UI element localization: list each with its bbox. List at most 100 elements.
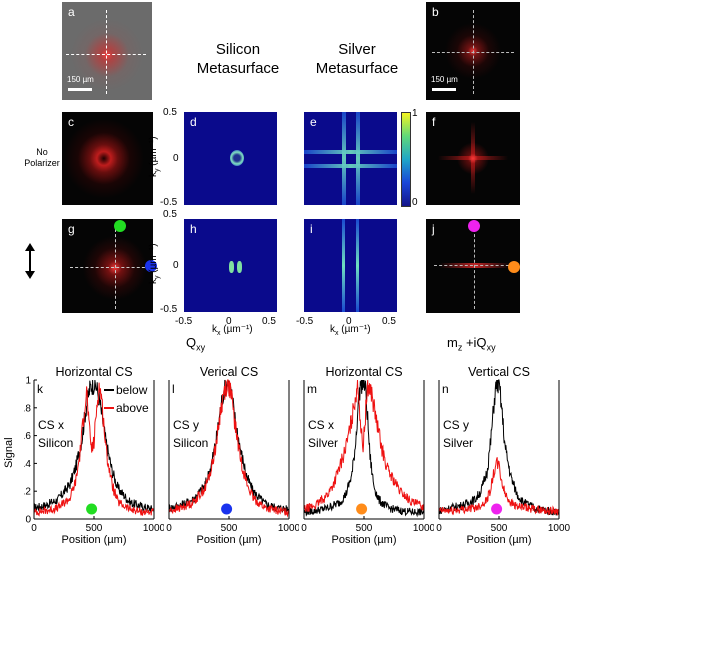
- magenta-marker-dot: [468, 220, 480, 232]
- green-marker-dot: [86, 503, 98, 515]
- panel-j-image: j: [426, 219, 520, 313]
- scale-bar-label: 150 µm: [67, 75, 94, 84]
- series-above-line: [33, 382, 155, 517]
- signal-y-axis-label: Signal: [3, 437, 15, 468]
- crosshair-horizontal: [70, 267, 150, 268]
- x-tick-label: 1000: [413, 523, 434, 534]
- panel-k-label: k: [37, 382, 44, 396]
- x-axis-label: Position (µm): [331, 534, 396, 546]
- x-tick-label: 500: [356, 523, 373, 534]
- kspace-vertical-line-2: [356, 219, 359, 312]
- y-tick-label: 1: [25, 376, 31, 387]
- colorbar-tick-min: 0: [412, 197, 418, 208]
- series-above-line: [438, 457, 560, 516]
- crosshair-horizontal: [434, 265, 514, 266]
- panel-c-image: c: [62, 112, 153, 205]
- crosshair-horizontal: [432, 52, 514, 53]
- kspace-horizontal-line-1: [304, 150, 397, 154]
- scale-bar-label: 150 µm: [431, 75, 458, 84]
- chart-title: Verical CS: [200, 365, 258, 379]
- header-silicon-metasurface: Silicon Metasurface: [196, 41, 280, 77]
- series-above-line: [168, 379, 290, 518]
- panel-n-label: n: [442, 382, 449, 396]
- x-axis-label: Position (µm): [61, 534, 126, 546]
- panel-h-label: h: [190, 222, 197, 236]
- y-tick-label: 0.6: [24, 431, 31, 442]
- x-tick-label: 500: [221, 523, 238, 534]
- panel-j-label: j: [432, 222, 435, 236]
- panel-e-label: e: [310, 115, 317, 129]
- kx-tick-zero: 0: [226, 316, 232, 327]
- mz-plus-sub: xy: [486, 342, 496, 353]
- scale-bar: [68, 88, 92, 91]
- no-polarizer-label: No Polarizer: [24, 147, 60, 168]
- header-silver-metasurface: Silver Metasurface: [315, 41, 399, 77]
- beam-spot: [62, 2, 152, 100]
- kx-tick-left: -0.5: [296, 316, 314, 327]
- y-tick-label: 0.4: [24, 459, 31, 470]
- blue-marker-dot: [221, 503, 233, 515]
- ky-axis-label: ky (µm⁻¹): [148, 243, 161, 284]
- x-tick-label: 1000: [143, 523, 164, 534]
- x-tick-label: 0: [166, 523, 172, 534]
- ky-tick-top: 0.5: [163, 209, 177, 220]
- ky-tick-bottom: -0.5: [160, 197, 178, 208]
- chart-annotation: CS y: [443, 418, 469, 432]
- chart-title: Horizontal CS: [325, 365, 402, 379]
- crosshair-vertical: [106, 10, 107, 94]
- legend-label-above: above: [116, 401, 149, 415]
- panel-i-label: i: [310, 222, 313, 236]
- x-tick-label: 500: [491, 523, 508, 534]
- kx-tick-right: 0.5: [262, 316, 276, 327]
- crosshair-vertical: [115, 229, 116, 309]
- x-tick-label: 0: [436, 523, 442, 534]
- kx-tick-zero: 0: [346, 316, 352, 327]
- chart-l: Verical CS l 0 500 1000 Position (µm) CS y Sili…: [166, 365, 299, 546]
- panel-f-image: f: [426, 112, 520, 205]
- series-below-line: [33, 379, 155, 513]
- y-tick-label: 0.8: [24, 403, 31, 414]
- orange-marker-dot: [356, 503, 368, 515]
- chart-annotation: CS y: [173, 418, 199, 432]
- ky-letter: k: [148, 279, 159, 284]
- ky-unit: (µm⁻¹): [148, 136, 159, 169]
- series-below-line: [303, 379, 425, 518]
- x-tick-label: 0: [301, 523, 307, 534]
- y-tick-label: 0: [25, 515, 31, 526]
- kx-axis-label: kx (µm⁻¹): [212, 324, 253, 337]
- kx-tick-right: 0.5: [382, 316, 396, 327]
- kx-axis-label: kx (µm⁻¹): [330, 324, 371, 337]
- crosshair-horizontal: [66, 54, 146, 55]
- kx-tick-left: -0.5: [175, 316, 193, 327]
- ky-axis-label: ky (µm⁻¹): [148, 136, 161, 177]
- qxy-sub: xy: [196, 342, 206, 353]
- kspace-lobe-right: [237, 261, 242, 273]
- chart-m: Horizontal CS m 0 500 1000 Position (µm) CS x S…: [301, 365, 434, 546]
- x-axis-label: Position (µm): [196, 534, 261, 546]
- ky-tick-zero: 0: [173, 260, 179, 271]
- kx-unit: (µm⁻¹): [338, 324, 371, 335]
- crosshair-vertical: [474, 229, 475, 309]
- beam-ring: [62, 112, 153, 205]
- x-axis-label: Position (µm): [466, 534, 531, 546]
- mz-plus-label: +iQ: [462, 335, 487, 350]
- chart-annotation: Silver: [443, 436, 473, 450]
- chart-annotation: Silicon: [38, 436, 73, 450]
- kspace-vertical-line-2: [356, 112, 360, 205]
- series-below-line: [438, 379, 560, 516]
- panel-a-label: a: [68, 5, 75, 19]
- colorbar-tick-max: 1: [412, 108, 418, 119]
- panel-g-image: g: [62, 219, 153, 313]
- x-tick-label: 0: [31, 523, 37, 534]
- panel-a-image: 150 µm a: [62, 2, 152, 100]
- mz-label: m: [447, 335, 458, 350]
- kspace-lobe-left: [229, 261, 234, 273]
- polarizer-arrow-icon: [25, 243, 35, 279]
- scale-bar: [432, 88, 456, 91]
- panel-b-label: b: [432, 5, 439, 19]
- beam-spot: [62, 219, 153, 313]
- panel-g-label: g: [68, 222, 75, 236]
- ky-tick-top: 0.5: [163, 107, 177, 118]
- chart-n: Vertical CS n 0 500 1000 Position (µm) CS y Sil…: [436, 365, 570, 546]
- panel-d-image: d: [184, 112, 277, 205]
